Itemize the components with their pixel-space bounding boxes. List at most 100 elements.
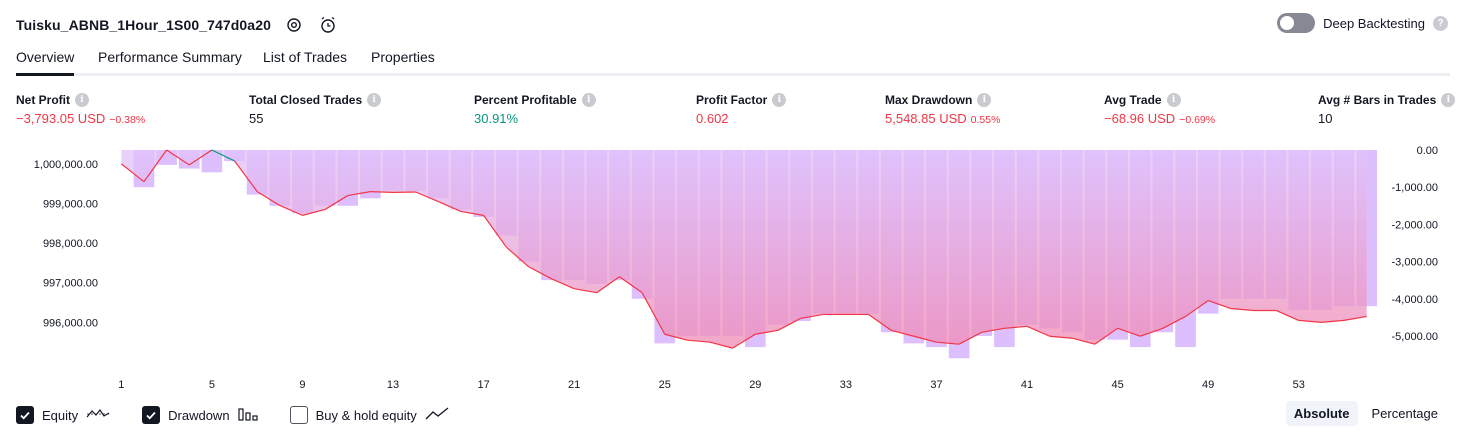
equity-line-icon	[86, 407, 110, 424]
right-tick-label: -4,000.00	[1392, 294, 1438, 306]
equity-segment	[641, 292, 666, 335]
equity-drawdown-chart[interactable]: 1,000,000.00 999,000.00 998,000.00 997,000.…	[0, 140, 1466, 395]
left-tick-label: 997,000.00	[43, 278, 98, 290]
right-tick-label: -1,000.00	[1392, 182, 1438, 194]
right-tick-label: -5,000.00	[1392, 331, 1438, 343]
stat-avg-bars: Avg # Bars in Trades i 10	[1318, 93, 1456, 126]
equity-segment	[256, 191, 281, 206]
legend-drawdown[interactable]: Drawdown	[142, 406, 258, 424]
gear-icon[interactable]	[283, 14, 305, 36]
left-axis: 1,000,000.00 999,000.00 998,000.00 997,000.…	[34, 159, 98, 330]
equity-segment	[709, 341, 733, 349]
drawdown-bar	[201, 150, 223, 173]
net-profit-value: −3,793.05 USD	[16, 111, 106, 126]
equity-segment	[1140, 327, 1164, 337]
x-tick-label: 5	[209, 379, 215, 391]
deep-backtesting: Deep Backtesting ?	[1277, 13, 1448, 33]
percentage-button[interactable]: Percentage	[1371, 406, 1439, 421]
equity-segment	[528, 266, 552, 280]
equity-segment	[211, 149, 235, 162]
equity-segment	[913, 335, 937, 343]
info-icon[interactable]: i	[75, 93, 89, 107]
info-icon[interactable]: i	[977, 93, 992, 107]
x-tick-label: 13	[387, 379, 399, 391]
info-icon[interactable]: i	[581, 93, 596, 107]
legend-label: Buy & hold equity	[315, 407, 417, 423]
equity-segment	[619, 276, 643, 294]
percent-profitable-value: 30.91%	[474, 111, 519, 126]
absolute-button[interactable]: Absolute	[1285, 401, 1358, 426]
info-icon[interactable]: i	[367, 93, 382, 107]
alarm-add-icon[interactable]	[317, 14, 339, 36]
equity-segment	[1185, 300, 1209, 317]
legend-equity[interactable]: Equity	[16, 406, 110, 424]
stat-avg-trade: Avg Trade i −68.96 USD −0.69%	[1104, 93, 1215, 126]
equity-segment	[1207, 300, 1232, 310]
x-axis: 1 5 9 13 17 21 25 29 33 37 41 45 49 53	[118, 379, 1305, 391]
tab-bar: Overview Performance Summary List of Tra…	[16, 46, 1450, 76]
equity-segment	[1094, 327, 1118, 345]
help-icon[interactable]: ?	[1433, 15, 1448, 31]
deep-backtesting-toggle[interactable]	[1277, 13, 1316, 33]
equity-segment	[868, 313, 892, 331]
equity-segment	[302, 208, 326, 216]
tab-overview[interactable]: Overview	[16, 49, 75, 76]
tab-list-of-trades[interactable]: List of Trades	[263, 49, 348, 65]
right-tick-label: -3,000.00	[1392, 257, 1438, 269]
equity-segment	[1004, 325, 1028, 329]
x-tick-label: 25	[659, 379, 671, 391]
scale-buttons: Absolute Percentage	[1285, 401, 1446, 426]
equity-segment	[936, 341, 960, 345]
avg-trade-value: −68.96 USD	[1104, 111, 1176, 126]
avg-bars-value: 10	[1318, 111, 1333, 126]
equity-segment	[596, 276, 620, 294]
equity-segment	[800, 313, 824, 320]
equity-segment	[574, 288, 597, 294]
checkbox-unchecked-icon[interactable]	[289, 406, 308, 424]
stat-label: Avg Trade	[1104, 93, 1162, 107]
equity-segment	[1117, 327, 1141, 337]
x-tick-label: 45	[1111, 379, 1123, 391]
checkbox-checked-icon[interactable]	[142, 406, 161, 424]
equity-segment	[732, 333, 756, 349]
drawdown-area-shape	[121, 150, 1367, 349]
equity-segment	[415, 191, 439, 203]
equity-segment	[1343, 315, 1367, 321]
legend-label: Equity	[42, 407, 79, 423]
equity-segment	[166, 149, 190, 166]
equity-segment	[234, 160, 258, 192]
x-tick-label: 29	[749, 379, 761, 391]
avg-trade-pct: −0.69%	[1179, 114, 1216, 126]
stat-percent-profitable: Percent Profitable i 30.91%	[474, 93, 596, 126]
deep-backtesting-label: Deep Backtesting	[1323, 15, 1425, 31]
tab-properties[interactable]: Properties	[371, 49, 435, 65]
stat-total-closed-trades: Total Closed Trades i 55	[249, 93, 382, 126]
left-tick-label: 1,000,000.00	[34, 159, 98, 171]
right-tick-label: -2,000.00	[1392, 219, 1438, 231]
stat-label: Total Closed Trades	[249, 93, 363, 107]
info-icon[interactable]: i	[1166, 93, 1181, 107]
checkbox-checked-icon[interactable]	[16, 406, 34, 424]
equity-segment	[143, 149, 168, 183]
stat-profit-factor: Profit Factor i 0.602	[696, 93, 787, 126]
equity-segment	[188, 149, 213, 166]
equity-segment	[505, 246, 530, 268]
x-tick-label: 33	[840, 379, 852, 391]
legend-buy-hold[interactable]: Buy & hold equity	[289, 406, 449, 424]
equity-segment	[755, 329, 779, 335]
equity-segment	[370, 191, 394, 193]
tab-performance-summary[interactable]: Performance Summary	[98, 49, 242, 65]
equity-segment	[1162, 315, 1186, 329]
equity-segment	[777, 317, 801, 331]
total-closed-trades-value: 55	[249, 111, 264, 126]
stat-label: Max Drawdown	[885, 93, 973, 107]
equity-segment	[1230, 307, 1254, 312]
info-icon[interactable]: i	[772, 93, 787, 107]
legend-label: Drawdown	[168, 407, 230, 423]
equity-segment	[1072, 337, 1096, 345]
info-icon[interactable]: i	[1441, 93, 1456, 107]
trend-line-icon	[425, 406, 449, 424]
left-tick-label: 999,000.00	[43, 198, 98, 210]
equity-segment	[347, 191, 371, 197]
stat-label: Percent Profitable	[474, 93, 577, 107]
